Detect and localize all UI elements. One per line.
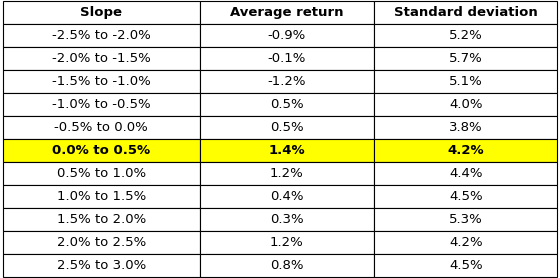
- Bar: [199, 116, 374, 139]
- Text: 0.4%: 0.4%: [270, 190, 304, 203]
- Text: -1.0% to -0.5%: -1.0% to -0.5%: [52, 98, 151, 111]
- Bar: [3, 93, 199, 116]
- Bar: [3, 208, 199, 231]
- Text: -2.5% to -2.0%: -2.5% to -2.0%: [52, 29, 151, 42]
- Bar: [374, 93, 557, 116]
- Bar: [374, 162, 557, 185]
- Bar: [3, 231, 199, 254]
- Bar: [374, 185, 557, 208]
- Text: Slope: Slope: [80, 6, 122, 19]
- Text: 1.5% to 2.0%: 1.5% to 2.0%: [57, 213, 146, 226]
- Text: 4.0%: 4.0%: [449, 98, 483, 111]
- Bar: [199, 24, 374, 47]
- Text: 0.0% to 0.5%: 0.0% to 0.5%: [52, 144, 150, 157]
- Bar: [3, 1, 199, 24]
- Bar: [3, 162, 199, 185]
- Bar: [199, 47, 374, 70]
- Bar: [374, 24, 557, 47]
- Text: 0.8%: 0.8%: [270, 259, 304, 272]
- Bar: [374, 70, 557, 93]
- Text: -0.9%: -0.9%: [268, 29, 306, 42]
- Bar: [3, 47, 199, 70]
- Text: 4.2%: 4.2%: [449, 236, 483, 249]
- Bar: [3, 70, 199, 93]
- Bar: [3, 254, 199, 277]
- Text: -1.5% to -1.0%: -1.5% to -1.0%: [52, 75, 151, 88]
- Bar: [199, 70, 374, 93]
- Bar: [199, 139, 374, 162]
- Text: 1.2%: 1.2%: [270, 167, 304, 180]
- Text: Standard deviation: Standard deviation: [394, 6, 538, 19]
- Bar: [3, 139, 199, 162]
- Text: 2.5% to 3.0%: 2.5% to 3.0%: [57, 259, 146, 272]
- Text: 4.5%: 4.5%: [449, 190, 483, 203]
- Text: 0.3%: 0.3%: [270, 213, 304, 226]
- Text: 1.4%: 1.4%: [269, 144, 305, 157]
- Text: 5.3%: 5.3%: [449, 213, 483, 226]
- Text: 0.5% to 1.0%: 0.5% to 1.0%: [57, 167, 146, 180]
- Text: 5.1%: 5.1%: [449, 75, 483, 88]
- Bar: [374, 116, 557, 139]
- Text: 5.2%: 5.2%: [449, 29, 483, 42]
- Bar: [199, 185, 374, 208]
- Text: 3.8%: 3.8%: [449, 121, 483, 134]
- Bar: [199, 254, 374, 277]
- Text: 0.5%: 0.5%: [270, 98, 304, 111]
- Bar: [199, 93, 374, 116]
- Bar: [3, 185, 199, 208]
- Bar: [199, 162, 374, 185]
- Bar: [3, 24, 199, 47]
- Text: 4.4%: 4.4%: [449, 167, 483, 180]
- Text: 1.0% to 1.5%: 1.0% to 1.5%: [57, 190, 146, 203]
- Text: -2.0% to -1.5%: -2.0% to -1.5%: [52, 52, 151, 65]
- Bar: [374, 1, 557, 24]
- Bar: [374, 208, 557, 231]
- Bar: [374, 47, 557, 70]
- Text: Average return: Average return: [230, 6, 344, 19]
- Text: -0.5% to 0.0%: -0.5% to 0.0%: [54, 121, 148, 134]
- Bar: [374, 231, 557, 254]
- Bar: [374, 139, 557, 162]
- Text: 5.7%: 5.7%: [449, 52, 483, 65]
- Text: 2.0% to 2.5%: 2.0% to 2.5%: [57, 236, 146, 249]
- Text: 0.5%: 0.5%: [270, 121, 304, 134]
- Text: -0.1%: -0.1%: [268, 52, 306, 65]
- Bar: [199, 208, 374, 231]
- Text: 1.2%: 1.2%: [270, 236, 304, 249]
- Bar: [374, 254, 557, 277]
- Text: -1.2%: -1.2%: [268, 75, 306, 88]
- Text: 4.5%: 4.5%: [449, 259, 483, 272]
- Bar: [199, 1, 374, 24]
- Text: 4.2%: 4.2%: [447, 144, 484, 157]
- Bar: [3, 116, 199, 139]
- Bar: [199, 231, 374, 254]
